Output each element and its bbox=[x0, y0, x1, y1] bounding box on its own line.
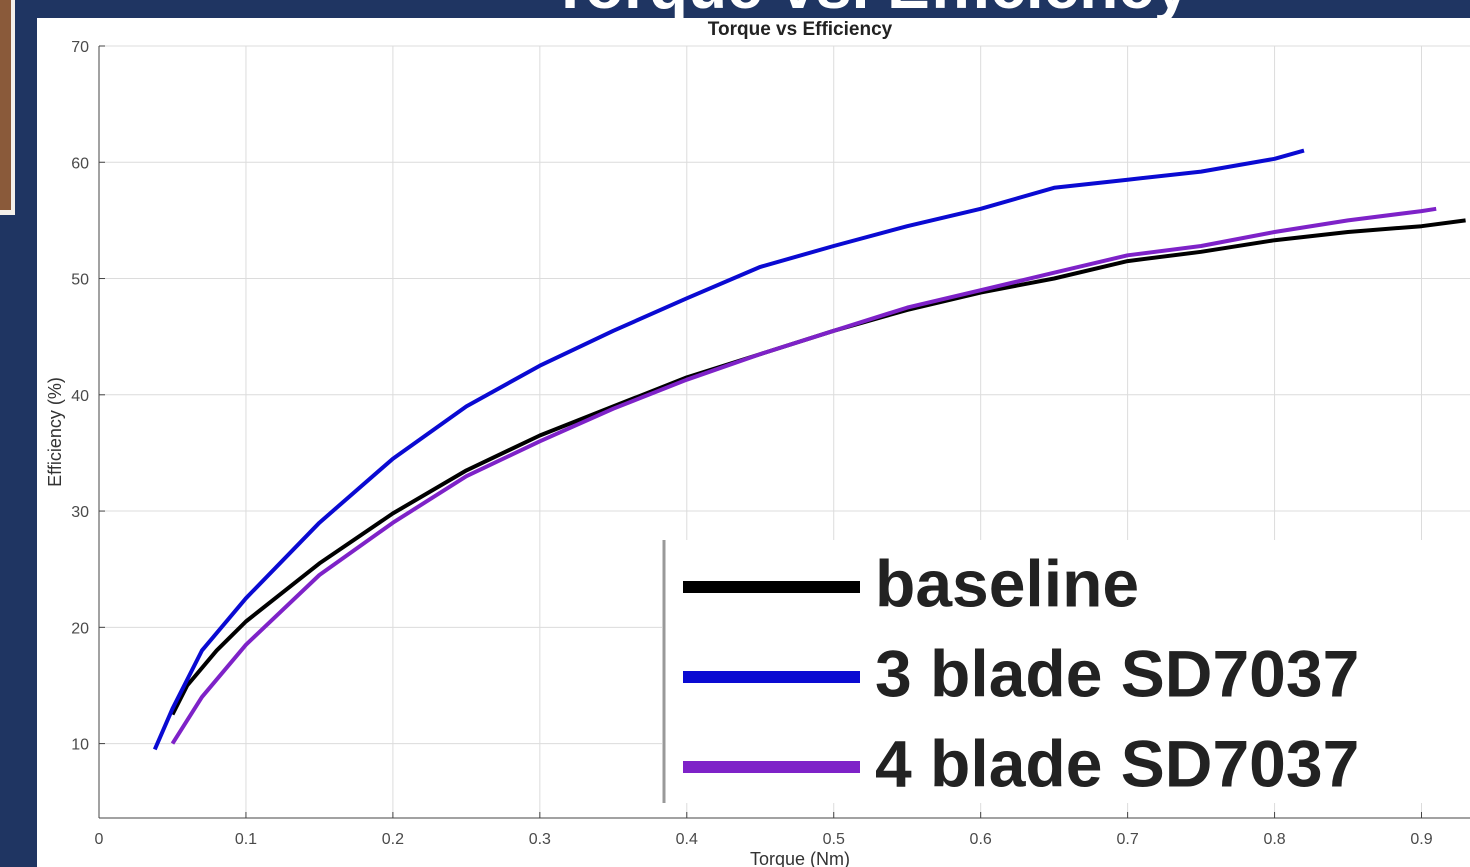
x-tick-label: 0.1 bbox=[235, 831, 257, 848]
y-tick-label: 70 bbox=[71, 39, 89, 56]
y-tick-label: 30 bbox=[71, 504, 89, 521]
y-tick-label: 20 bbox=[71, 620, 89, 637]
x-tick-label: 0.3 bbox=[529, 831, 551, 848]
x-axis-label: Torque (Nm) bbox=[750, 849, 850, 867]
photo bbox=[0, 0, 11, 210]
y-axis-label: Efficiency (%) bbox=[45, 377, 65, 487]
chart-title: Torque vs Efficiency bbox=[708, 19, 893, 40]
y-tick-label: 40 bbox=[71, 388, 89, 405]
x-tick-label: 0.2 bbox=[382, 831, 404, 848]
y-tick-label: 10 bbox=[71, 737, 89, 754]
x-tick-label: 0.4 bbox=[676, 831, 698, 848]
y-tick-label: 60 bbox=[71, 155, 89, 172]
series-line bbox=[170, 206, 1437, 745]
legend-label: 4 blade SD7037 bbox=[875, 726, 1359, 800]
legend-label: 3 blade SD7037 bbox=[875, 636, 1359, 710]
series-line bbox=[152, 148, 1305, 751]
x-tick-label: 0.6 bbox=[970, 831, 992, 848]
slide-title: Torque vs. Efficiency bbox=[551, 0, 1190, 22]
x-tick-label: 0 bbox=[95, 831, 104, 848]
x-tick-label: 0.7 bbox=[1116, 831, 1138, 848]
x-tick-label: 0.5 bbox=[823, 831, 845, 848]
x-tick-label: 0.9 bbox=[1410, 831, 1432, 848]
legend: baseline 3 blade SD7037 4 blade SD7037 bbox=[662, 540, 1470, 803]
legend-label: baseline bbox=[875, 546, 1139, 620]
x-tick-label: 0.8 bbox=[1263, 831, 1285, 848]
y-tick-label: 50 bbox=[71, 272, 89, 289]
